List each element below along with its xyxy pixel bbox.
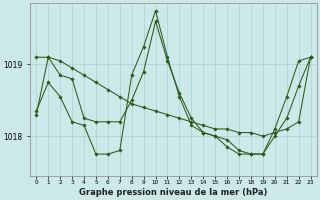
X-axis label: Graphe pression niveau de la mer (hPa): Graphe pression niveau de la mer (hPa): [79, 188, 268, 197]
